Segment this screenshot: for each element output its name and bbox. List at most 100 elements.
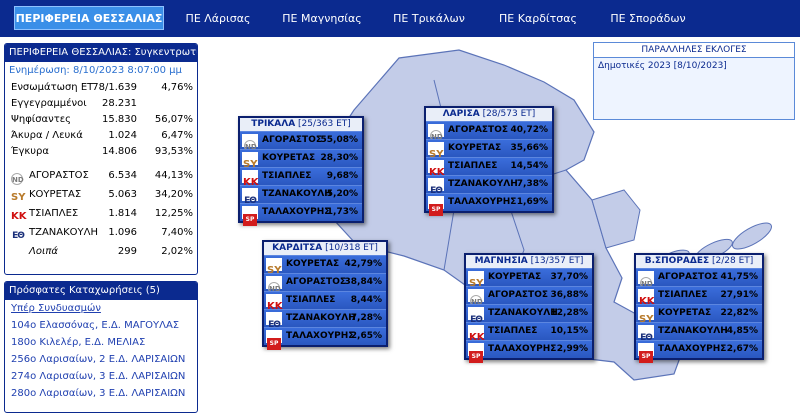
card-row: ΕΘ ΤΖΑΝΑΚΟΥΛΗ 7,28%	[264, 309, 386, 330]
stat-label: Έγκυρα	[11, 146, 49, 157]
parallel-elections-title: ΠΑΡΑΛΛΗΛΕΣ ΕΚΛΟΓΕΣ	[594, 43, 794, 58]
party-logo-icon: SY	[638, 307, 654, 325]
district-card-header: ΛΑΡΙΣΑ [28/573 ET]	[426, 108, 552, 121]
party-logo-icon: SY	[242, 152, 258, 170]
tab-trikala[interactable]: ΠΕ Τρικάλων	[393, 12, 465, 25]
party-logo-icon: SP	[266, 330, 282, 350]
summary-title: ΠΕΡΙΦΕΡΕΙΑ ΘΕΣΣΑΛΙΑΣ: Συγκεντρωτικά	[5, 44, 197, 62]
party-logo-icon: SY	[468, 271, 484, 289]
party-logo-icon: KK	[11, 211, 27, 222]
stat-percent: 4,76%	[161, 82, 193, 93]
top-navigation: ΠΕΡΙΦΕΡΕΙΑ ΘΕΣΣΑΛΙΑΣ ΠΕ Λάρισας ΠΕ Μαγνη…	[0, 0, 800, 37]
tab-sporades[interactable]: ΠΕ Σποράδων	[610, 12, 686, 25]
stat-label: Εγγεγραμμένοι	[11, 98, 87, 109]
recent-item[interactable]: 274ο Λαρισαίων, 3 Ε.Δ. ΛΑΡΙΣΑΙΩΝ	[11, 371, 186, 382]
party-logo-icon: SP	[428, 196, 444, 216]
card-row: SY ΚΟΥΡΕΤΑΣ 28,30%	[240, 149, 362, 170]
peninsula-shape	[591, 189, 641, 249]
party-logo-icon: ΕΘ	[468, 307, 484, 325]
candidate-votes: 5.063	[108, 189, 137, 200]
tab-magnesia[interactable]: ΠΕ Μαγνησίας	[282, 12, 362, 25]
card-row: ΕΘ ΤΖΑΝΑΚΟΥΛΗ 7,38%	[426, 175, 552, 196]
card-row: ΕΘ ΤΖΑΝΑΚΟΥΛΗ 12,28%	[466, 304, 592, 325]
tab-larisa[interactable]: ΠΕ Λάρισας	[185, 12, 251, 25]
stat-value: 1.024	[108, 130, 137, 141]
party-logo-icon: KK	[468, 325, 485, 343]
recent-entries-panel: Πρόσφατες Καταχωρήσεις (5) Υπέρ Συνδυασμ…	[4, 281, 198, 413]
card-row: ND ΑΓΟΡΑΣΤΟΣ 55,08%	[240, 131, 362, 152]
party-logo-icon: KK	[428, 160, 445, 178]
card-row: KK ΤΣΙΑΠΛΕΣ 14,54%	[426, 157, 552, 178]
district-card-header: ΚΑΡΔΙΤΣΑ [10/318 ET]	[264, 242, 386, 255]
district-card-header: ΜΑΓΝΗΣΙΑ [13/357 ET]	[466, 255, 592, 268]
candidate-row: ND ΑΓΟΡΑΣΤΟΣ 6.534 44,13%	[5, 166, 197, 185]
card-row: KK ΤΣΙΑΠΛΕΣ 9,68%	[240, 167, 362, 188]
candidate-votes: 299	[117, 246, 137, 257]
candidate-votes: 1.096	[108, 227, 137, 238]
stat-percent: 93,53%	[154, 146, 193, 157]
party-logo-icon: KK	[266, 294, 283, 312]
stat-row: Ψηφίσαντες 15.830 56,07%	[5, 112, 197, 128]
recent-item[interactable]: 180ο Κιλελέρ, Ε.Δ. ΜΕΛΙΑΣ	[11, 337, 146, 348]
recent-item[interactable]: 256ο Λαρισαίων, 2 Ε.Δ. ΛΑΡΙΣΑΙΩΝ	[11, 354, 186, 365]
party-logo-icon: ND	[242, 134, 258, 152]
card-row: SP ΤΑΛΑΧΟΥΡΗΣ 1,69%	[426, 193, 552, 216]
card-row: ΕΘ ΤΖΑΝΑΚΟΥΛΗ 5,20%	[240, 185, 362, 206]
card-row: SP ΤΑΛΑΧΟΥΡΗΣ 1,73%	[240, 203, 362, 226]
party-logo-icon: SP	[242, 206, 258, 226]
card-row: SY ΚΟΥΡΕΤΑΣ 35,66%	[426, 139, 552, 160]
tab-karditsa[interactable]: ΠΕ Καρδίτσας	[499, 12, 577, 25]
candidate-row: SY ΚΟΥΡΕΤΑΣ 5.063 34,20%	[5, 185, 197, 204]
party-logo-icon: ΕΘ	[638, 325, 654, 343]
candidate-name: ΚΟΥΡΕΤΑΣ	[29, 189, 82, 200]
party-logo-icon: ΕΘ	[12, 231, 25, 241]
party-logo-icon: ND	[266, 276, 282, 294]
candidate-percent: 7,40%	[161, 227, 193, 238]
party-logo-icon: SY	[266, 258, 282, 276]
candidate-name: ΤΖΑΝΑΚΟΥΛΗ	[29, 227, 99, 238]
stat-row: Άκυρα / Λευκά 1.024 6,47%	[5, 128, 197, 144]
candidate-percent: 34,20%	[154, 189, 193, 200]
island-alonissos	[732, 222, 772, 250]
stat-value: 78/1.639	[92, 82, 137, 93]
tab-region-thessaly[interactable]: ΠΕΡΙΦΕΡΕΙΑ ΘΕΣΣΑΛΙΑΣ	[14, 6, 164, 30]
recent-item[interactable]: 104ο Ελασσόνας, Ε.Δ. ΜΑΓΟΥΛΑΣ	[11, 320, 180, 331]
recent-item[interactable]: 280ο Λαρισαίων, 3 Ε.Δ. ΛΑΡΙΣΑΙΩΝ	[11, 388, 186, 399]
candidate-row: Λοιπά 299 2,02%	[5, 242, 197, 261]
stat-row: Έγκυρα 14.806 93,53%	[5, 144, 197, 160]
district-card-sporades[interactable]: Β.ΣΠΟΡΑΔΕΣ [2/28 ET] ND ΑΓΟΡΑΣΤΟΣ 41,75% K…	[634, 253, 764, 363]
district-card-karditsa[interactable]: ΚΑΡΔΙΤΣΑ [10/318 ET] SY ΚΟΥΡΕΤΑΣ 42,79% ND…	[262, 240, 388, 350]
update-timestamp: Ενημέρωση: 8/10/2023 8:07:00 μμ	[9, 65, 182, 76]
card-row: ND ΑΓΟΡΑΣΤΟΣ 40,72%	[426, 121, 552, 142]
candidate-votes: 1.814	[108, 208, 137, 219]
district-card-trikala[interactable]: ΤΡΙΚΑΛΑ [25/363 ET] ND ΑΓΟΡΑΣΤΟΣ 55,08% SY…	[238, 116, 364, 226]
card-row: KK ΤΣΙΑΠΛΕΣ 8,44%	[264, 291, 386, 312]
candidate-percent: 12,25%	[154, 208, 193, 219]
party-logo-icon: ND	[11, 173, 24, 185]
stat-value: 15.830	[102, 114, 137, 125]
stat-label: Ενσωμάτωση ΕΤ	[11, 82, 94, 93]
party-logo-icon: ND	[468, 289, 484, 307]
party-logo-icon: ND	[428, 124, 444, 142]
party-logo-icon: KK	[242, 170, 259, 188]
card-row: SP ΤΑΛΑΧΟΥΡΗΣ 2,99%	[466, 340, 592, 363]
candidate-percent: 2,02%	[161, 246, 193, 257]
stat-percent: 6,47%	[161, 130, 193, 141]
district-card-larisa[interactable]: ΛΑΡΙΣΑ [28/573 ET] ND ΑΓΟΡΑΣΤΟΣ 40,72% SY Κ…	[424, 106, 554, 216]
stat-value: 28.231	[102, 98, 137, 109]
candidate-votes: 6.534	[108, 170, 137, 181]
summary-panel: ΠΕΡΙΦΕΡΕΙΑ ΘΕΣΣΑΛΙΑΣ: Συγκεντρωτικά Ενημ…	[4, 43, 198, 275]
card-row: SY ΚΟΥΡΕΤΑΣ 42,79%	[264, 255, 386, 276]
card-row: SY ΚΟΥΡΕΤΑΣ 22,82%	[636, 304, 762, 325]
parallel-elections-link[interactable]: Δημοτικές 2023 [8/10/2023]	[598, 61, 727, 71]
candidate-row: ΕΘ ΤΖΑΝΑΚΟΥΛΗ 1.096 7,40%	[5, 223, 197, 242]
district-card-header: Β.ΣΠΟΡΑΔΕΣ [2/28 ET]	[636, 255, 762, 268]
stat-percent: 56,07%	[154, 114, 193, 125]
stat-row: Εγγεγραμμένοι 28.231	[5, 96, 197, 112]
card-row: ΕΘ ΤΖΑΝΑΚΟΥΛΗ 4,85%	[636, 322, 762, 343]
candidate-percent: 44,13%	[154, 170, 193, 181]
district-card-magnesia[interactable]: ΜΑΓΝΗΣΙΑ [13/357 ET] SY ΚΟΥΡΕΤΑΣ 37,70% ND…	[464, 253, 594, 363]
card-row: KK ΤΣΙΑΠΛΕΣ 10,15%	[466, 322, 592, 343]
card-row: SP ΤΑΛΑΧΟΥΡΗΣ 2,67%	[636, 340, 762, 363]
card-row: SP ΤΑΛΑΧΟΥΡΗΣ 2,65%	[264, 327, 386, 350]
